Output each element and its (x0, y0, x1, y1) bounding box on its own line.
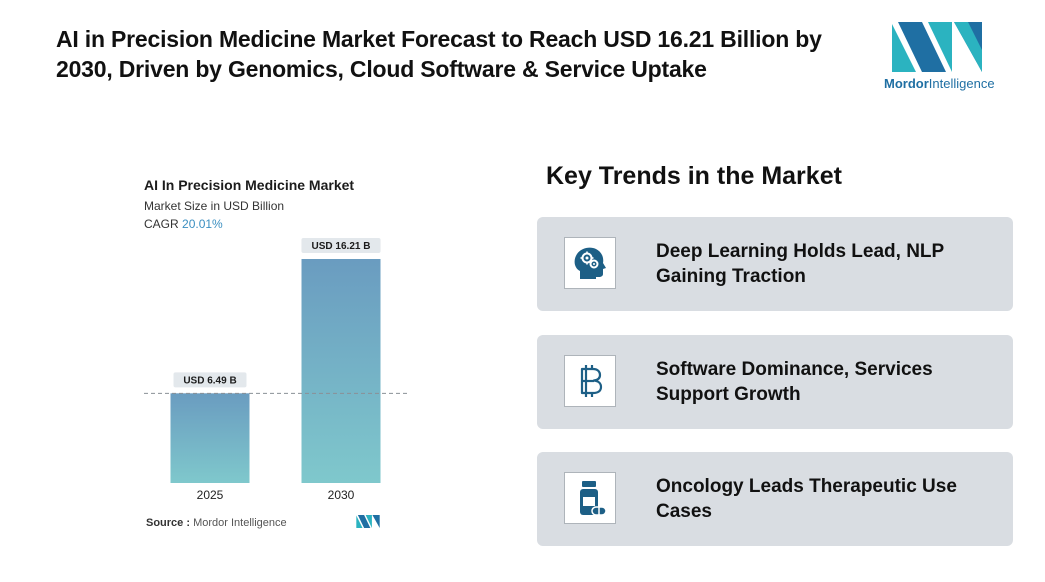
bar-2025 (170, 393, 250, 483)
data-label-2025: USD 6.49 B (183, 375, 236, 386)
data-label-2030: USD 16.21 B (312, 241, 371, 252)
source-label: Source : (146, 517, 191, 529)
chart-subtitle: Market Size in USD Billion (144, 199, 285, 213)
trends-title: Key Trends in the Market (546, 162, 842, 190)
trend-label: Oncology Leads Therapeutic Use Cases (656, 476, 957, 522)
medicine-bottle-icon (564, 472, 616, 524)
bar-2030 (301, 259, 381, 483)
mordor-logo-text: MordorIntelligence (884, 76, 995, 91)
trend-label: Software Dominance, Services Support Gro… (656, 359, 933, 405)
cagr-label: CAGR (144, 217, 179, 231)
page-title: AI in Precision Medicine Market Forecast… (56, 26, 822, 82)
trend-card-software: Software Dominance, Services Support Gro… (537, 335, 1013, 429)
brain-gears-icon (564, 237, 616, 289)
data-label-badge-2025 (173, 372, 247, 388)
chart-cagr: CAGR 20.01% (144, 217, 223, 231)
bitcoin-icon (564, 355, 616, 407)
chart-source: Source : Mordor Intelligence (146, 517, 287, 529)
data-label-badge-2030 (301, 238, 381, 253)
bar-chart: USD 6.49 B 2025 USD 16.21 B 2030 (144, 238, 410, 502)
mordor-mini-logo-icon (356, 515, 380, 528)
x-tick-label-2025: 2025 (197, 488, 224, 502)
trend-label: Deep Learning Holds Lead, NLP Gaining Tr… (656, 241, 944, 287)
mordor-logo: MordorIntelligence (880, 22, 1000, 94)
mordor-logo-mark-icon (892, 22, 982, 72)
x-tick-label-2030: 2030 (328, 488, 355, 502)
trend-card-oncology: Oncology Leads Therapeutic Use Cases (537, 452, 1013, 546)
source-value: Mordor Intelligence (193, 517, 287, 529)
chart-title: AI In Precision Medicine Market (144, 177, 355, 193)
trend-card-deep-learning: Deep Learning Holds Lead, NLP Gaining Tr… (537, 217, 1013, 311)
cagr-value: 20.01% (182, 217, 223, 231)
